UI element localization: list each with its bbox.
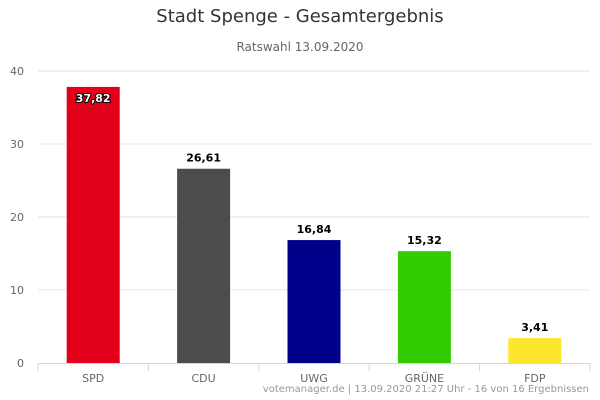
y-tick-label: 30: [10, 138, 24, 151]
y-tick-label: 0: [17, 357, 24, 370]
y-tick-label: 40: [10, 65, 24, 78]
data-label: 26,61: [186, 152, 221, 165]
data-label: 3,41: [521, 321, 548, 334]
y-tick-label: 10: [10, 284, 24, 297]
y-tick-label: 20: [10, 211, 24, 224]
bar-cdu[interactable]: [177, 168, 231, 363]
x-tick-label: SPD: [82, 372, 104, 385]
bars: [66, 86, 562, 363]
chart-title: Stadt Spenge - Gesamtergebnis: [156, 6, 444, 27]
y-axis: 0 10 20 30 40: [10, 65, 24, 370]
data-labels: 37,82 26,61 16,84 15,32 3,41: [75, 91, 549, 334]
bar-grne[interactable]: [397, 251, 451, 363]
x-tick-label: UWG: [300, 372, 327, 385]
x-tick-label: GRÜNE: [405, 372, 444, 385]
data-label: 16,84: [297, 223, 332, 236]
data-label: 15,32: [407, 234, 442, 247]
chart-subtitle: Ratswahl 13.09.2020: [236, 40, 364, 54]
data-label: 37,82: [76, 92, 111, 105]
bar-fdp[interactable]: [508, 338, 562, 363]
x-axis: SPD CDU UWG GRÜNE FDP: [37, 363, 591, 385]
bar-uwg[interactable]: [287, 240, 341, 363]
x-tick-label: FDP: [524, 372, 546, 385]
credits-text[interactable]: votemanager.de | 13.09.2020 21:27 Uhr - …: [262, 384, 589, 395]
x-tick-label: CDU: [191, 372, 215, 385]
bar-spd[interactable]: [66, 86, 120, 363]
